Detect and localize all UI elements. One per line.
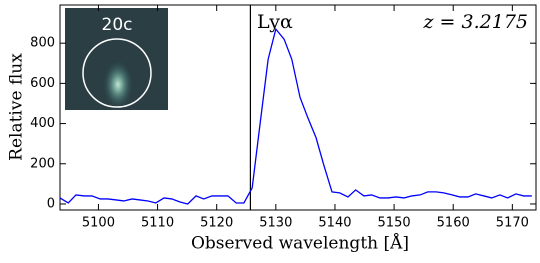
x-tick-label: 5160 [437,216,470,231]
y-tick-label: 400 [30,116,55,131]
inset-aperture [82,38,152,108]
annotation: Lyα [257,11,293,33]
x-tick-label: 5170 [496,216,529,231]
inset-label: 20c [102,15,133,35]
x-tick-label: 5130 [259,216,292,231]
x-tick-label: 5120 [200,216,233,231]
y-tick-label: 0 [47,196,55,211]
x-tick-label: 5110 [141,216,174,231]
y-tick-label: 800 [30,36,55,51]
x-tick-label: 5100 [82,216,115,231]
y-tick-label: 200 [30,156,55,171]
y-axis-label: Relative flux [7,53,27,161]
x-tick-label: 5140 [318,216,351,231]
y-tick-label: 600 [30,76,55,91]
inset-image: 20c [65,8,168,110]
inset-galaxy [102,56,134,108]
x-axis-label: Observed wavelength [Å] [191,233,409,254]
spectrum-line [60,27,532,205]
annotation: z = 3.2175 [423,11,529,33]
x-tick-label: 5150 [378,216,411,231]
